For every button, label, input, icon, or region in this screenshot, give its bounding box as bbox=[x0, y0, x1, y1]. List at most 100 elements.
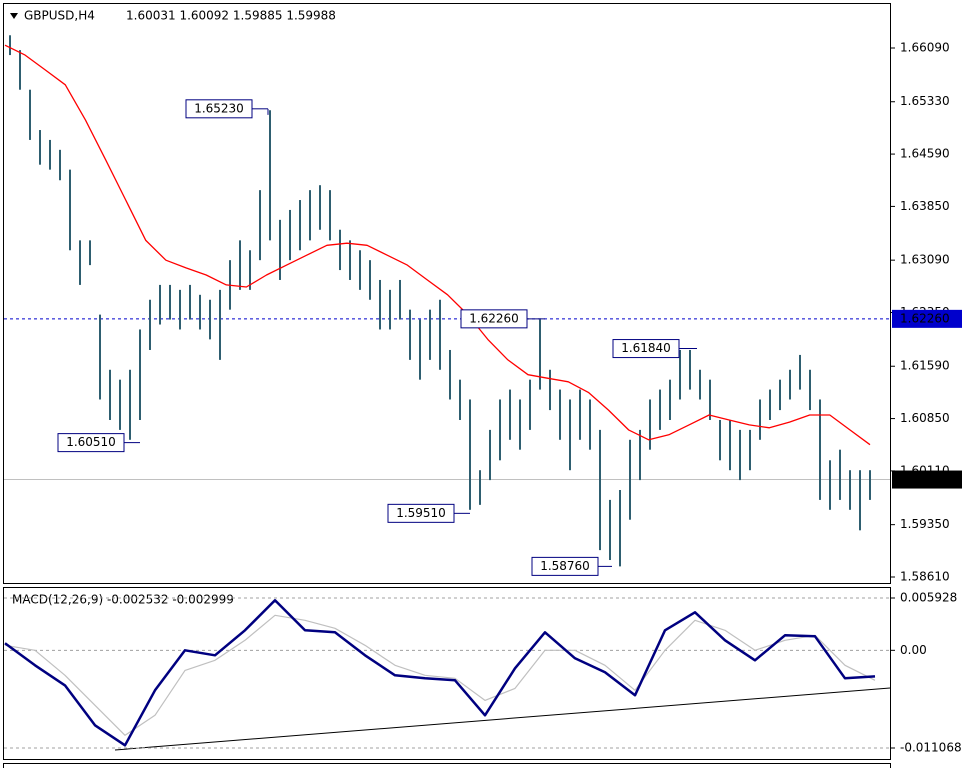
price-bar bbox=[109, 369, 111, 420]
price-bar bbox=[369, 260, 371, 300]
price-bar bbox=[459, 379, 461, 420]
quote: 1.60031 1.60092 1.59885 1.59988 bbox=[126, 9, 336, 23]
price-bar bbox=[519, 399, 521, 450]
price-bar bbox=[189, 284, 191, 320]
macd-signal bbox=[4, 614, 876, 736]
price-bar bbox=[639, 429, 641, 481]
price-label: 1.62260 bbox=[900, 311, 950, 325]
price-bar bbox=[199, 294, 201, 330]
price-bar bbox=[149, 299, 151, 350]
price-bar bbox=[399, 279, 401, 320]
price-bar bbox=[79, 240, 81, 285]
price-bar bbox=[69, 169, 71, 251]
price-bar bbox=[689, 349, 691, 390]
y-tick-label: 1.64590 bbox=[900, 147, 950, 161]
price-bar bbox=[679, 349, 681, 400]
y-tick-label: 1.65330 bbox=[900, 94, 950, 108]
annotation-label: 1.62260 bbox=[469, 311, 519, 325]
price-label-box bbox=[892, 470, 962, 489]
annotation-label: 1.59510 bbox=[396, 506, 446, 520]
y-tick-label: 1.63090 bbox=[900, 253, 950, 267]
y-tick-label: 0.005928 bbox=[900, 591, 957, 605]
price-bar bbox=[629, 439, 631, 520]
price-bar bbox=[669, 379, 671, 420]
price-bar bbox=[649, 399, 651, 450]
price-bar bbox=[469, 399, 471, 510]
price-bar bbox=[289, 209, 291, 261]
price-bar bbox=[379, 279, 381, 330]
price-bar bbox=[329, 190, 331, 241]
price-bar bbox=[419, 319, 421, 380]
price-bar bbox=[219, 289, 221, 360]
y-tick-label: 1.66090 bbox=[900, 40, 950, 54]
price-bar bbox=[169, 284, 171, 320]
price-bar bbox=[599, 429, 601, 551]
price-bar bbox=[539, 319, 541, 390]
price-bar bbox=[439, 299, 441, 370]
y-tick-label: 0.00 bbox=[900, 643, 927, 657]
price-bar bbox=[579, 389, 581, 440]
price-bar bbox=[849, 470, 851, 510]
price-bar bbox=[869, 470, 871, 500]
symbol-title: GBPUSD,H4 bbox=[24, 9, 95, 23]
price-bar bbox=[559, 389, 561, 440]
price-bar bbox=[99, 314, 101, 400]
price-bar bbox=[269, 110, 271, 241]
price-bar bbox=[759, 399, 761, 440]
y-tick-label: -0.011068 bbox=[900, 741, 962, 755]
price-bar bbox=[809, 369, 811, 411]
annotation-box bbox=[57, 433, 125, 453]
price-bar bbox=[499, 399, 501, 461]
price-bar bbox=[389, 289, 391, 330]
price-bar bbox=[29, 89, 31, 140]
price-bar bbox=[19, 50, 21, 90]
annotation-box bbox=[387, 503, 455, 523]
price-bar bbox=[739, 429, 741, 481]
menu-arrow[interactable] bbox=[10, 13, 18, 19]
price-bar bbox=[529, 379, 531, 430]
price-bar bbox=[699, 369, 701, 400]
annotation-label: 1.58760 bbox=[540, 559, 590, 573]
price-bar bbox=[239, 240, 241, 290]
price-bar bbox=[429, 309, 431, 360]
price-bar bbox=[279, 219, 281, 280]
y-tick-label: 1.63850 bbox=[900, 199, 950, 213]
price-label-box bbox=[892, 309, 962, 328]
macd-panel-frame bbox=[3, 587, 891, 760]
price-bar bbox=[49, 139, 51, 170]
price-bar bbox=[549, 369, 551, 411]
price-bar bbox=[719, 419, 721, 461]
y-tick-label: 1.59350 bbox=[900, 517, 950, 531]
price-bar bbox=[509, 389, 511, 440]
price-bar bbox=[729, 419, 731, 471]
price-bar bbox=[349, 240, 351, 280]
price-bar bbox=[449, 349, 451, 400]
price-bar bbox=[839, 449, 841, 500]
annotation-label: 1.61840 bbox=[621, 341, 671, 355]
annotation-box bbox=[185, 99, 253, 119]
price-bar bbox=[209, 299, 211, 340]
price-bar bbox=[9, 35, 11, 56]
price-bar bbox=[819, 399, 821, 500]
y-tick-label: 1.60850 bbox=[900, 411, 950, 425]
price-bar bbox=[39, 130, 41, 165]
price-bar bbox=[89, 240, 91, 266]
main-panel-frame bbox=[3, 3, 891, 584]
price-bar bbox=[59, 149, 61, 181]
price-bar bbox=[569, 399, 571, 471]
price-bar bbox=[659, 389, 661, 430]
trendline[interactable] bbox=[114, 687, 891, 751]
moving-average bbox=[4, 44, 871, 446]
price-bar bbox=[829, 460, 831, 510]
price-bar bbox=[779, 379, 781, 411]
price-bar bbox=[789, 369, 791, 400]
price-bar bbox=[259, 190, 261, 261]
annotation-box bbox=[531, 556, 599, 576]
price-bar bbox=[799, 354, 801, 390]
price-bar bbox=[139, 329, 141, 420]
price-bar bbox=[609, 499, 611, 561]
price-bar bbox=[409, 309, 411, 360]
price-bar bbox=[619, 490, 621, 567]
